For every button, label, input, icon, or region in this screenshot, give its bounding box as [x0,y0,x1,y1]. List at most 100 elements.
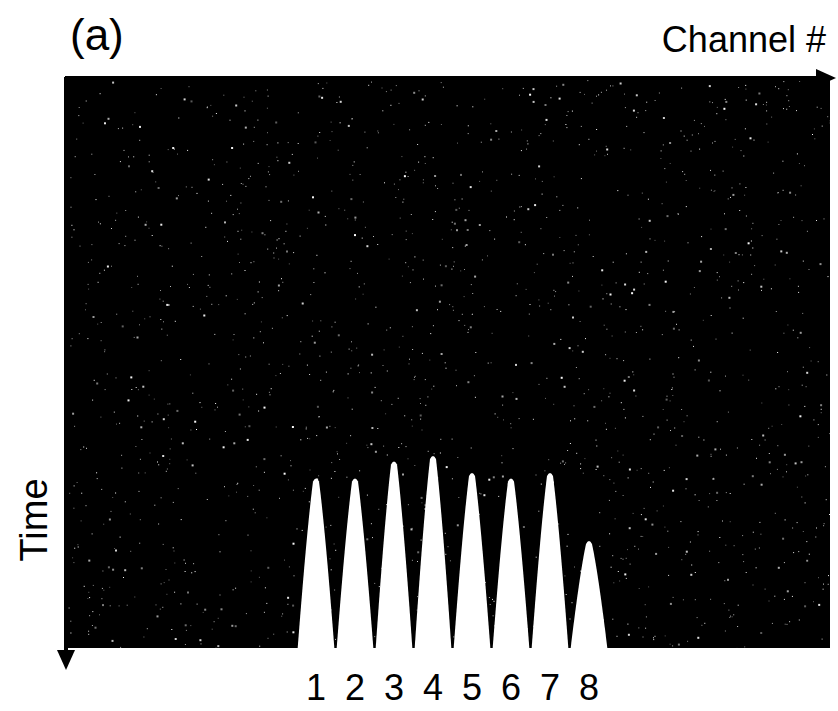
speckle [355,299,356,300]
speckle [331,569,332,570]
speckle [558,524,559,525]
speckle [138,389,139,390]
speckle [277,142,278,143]
speckle [695,599,696,600]
speckle [381,400,382,401]
speckle [720,449,721,450]
speckle [753,585,754,586]
speckle [338,497,339,498]
speckle [788,405,789,406]
speckle [281,616,282,617]
speckle [773,173,774,174]
speckle [750,137,752,139]
speckle [634,546,635,547]
speckle [169,463,170,464]
speckle [108,566,110,568]
speckle [797,337,798,338]
speckle [732,333,733,334]
speckle [667,420,668,421]
speckle [566,115,567,116]
speckle [437,309,438,310]
speckle [806,541,807,542]
speckle [716,500,717,501]
speckle [821,108,822,109]
speckle [761,403,762,404]
speckle [86,448,87,449]
speckle [690,574,692,576]
speckle [302,530,303,531]
speckle [768,428,769,429]
speckle [250,356,251,357]
speckle [163,321,164,322]
speckle [560,339,561,340]
speckle [349,349,350,350]
speckle [169,459,170,460]
speckle [387,371,388,372]
speckle [432,219,433,220]
speckle [512,392,513,393]
speckle [823,525,824,526]
speckle [670,400,671,401]
speckle [227,384,228,385]
speckle [360,174,361,175]
speckle [176,197,178,199]
speckle [469,210,470,211]
speckle [368,85,369,86]
speckle [392,234,393,235]
speckle [372,537,373,538]
speckle [678,644,680,646]
speckle [771,288,772,289]
speckle [535,178,536,179]
speckle [686,206,687,207]
speckle [293,252,294,253]
speckle [86,101,87,102]
speckle [399,179,400,180]
speckle [135,240,136,241]
speckle [371,523,372,524]
speckle [227,241,228,242]
speckle [495,413,496,414]
speckle [245,270,246,271]
speckle [725,545,726,546]
speckle [124,569,126,571]
speckle [735,252,737,254]
speckle [605,423,606,424]
speckle [651,524,653,526]
speckle [189,287,190,288]
speckle [668,547,669,548]
speckle [606,146,607,147]
speckle [331,191,332,192]
speckle [412,233,413,234]
speckle [409,359,410,360]
speckle [237,299,238,300]
speckle [588,139,589,140]
speckle [457,524,459,526]
speckle [150,316,151,317]
speckle [580,571,581,572]
speckle [255,466,257,467]
speckle [511,427,512,428]
speckle [309,438,310,439]
speckle [265,587,266,588]
speckle [545,124,546,125]
speckle [803,261,804,262]
speckle [421,540,422,541]
speckle [527,143,528,144]
speckle [568,304,569,305]
speckle [128,156,129,157]
speckle [728,412,729,413]
speckle [752,475,754,477]
speckle [258,411,259,412]
speckle [638,627,639,628]
speckle [617,636,618,637]
speckle [217,645,219,647]
speckle [411,528,413,530]
speckle [511,132,512,133]
speckle [248,535,249,536]
speckle [453,183,454,184]
speckle [193,563,194,564]
speckle [174,149,175,150]
speckle [410,282,411,283]
speckle [728,610,729,611]
speckle [267,144,268,145]
